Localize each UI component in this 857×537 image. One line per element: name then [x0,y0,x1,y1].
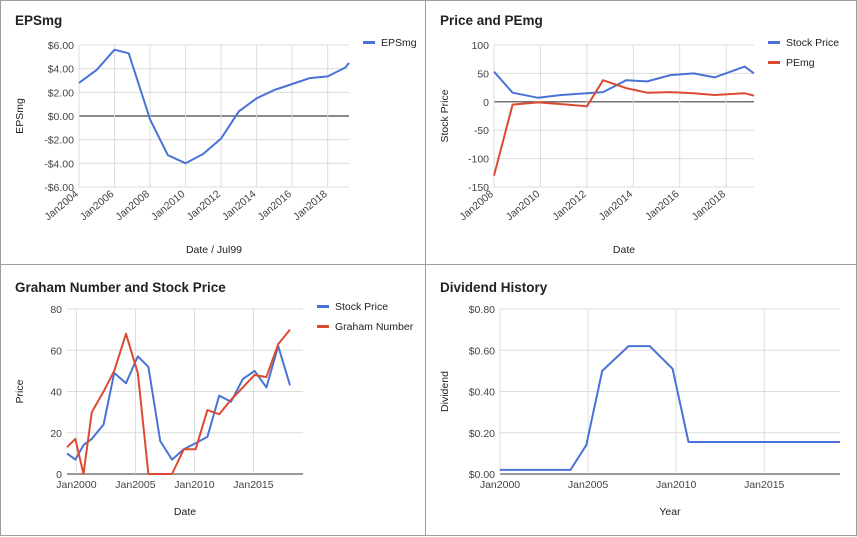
x-tick-label: Jan2010 [656,479,696,491]
x-tick-label: Jan2014 [597,188,636,223]
chart-title: Graham Number and Stock Price [15,280,226,295]
y-tick-label: $2.00 [48,87,74,99]
y-axis-title: Stock Price [439,89,451,142]
x-tick-label: Jan2015 [233,479,273,491]
x-tick-label: Jan2005 [115,479,155,491]
y-tick-label: 20 [50,428,62,440]
x-axis-title: Year [659,506,681,518]
x-tick-label: Jan2018 [689,188,728,223]
y-tick-label: $0.00 [48,111,74,123]
y-tick-label: 0 [56,469,62,481]
x-tick-label: Jan2000 [480,479,520,491]
graham-chart-svg: Graham Number and Stock Price806040200Ja… [14,280,414,518]
x-axis-title: Date / Jul99 [186,244,242,256]
x-tick-label: Jan2005 [568,479,608,491]
legend-label: Graham Number [335,321,414,333]
chart-title: Dividend History [440,280,548,295]
legend-label: PEmg [786,57,815,69]
y-tick-label: 0 [483,97,489,109]
y-tick-label: $0.00 [469,469,495,481]
series-line-stock-price [493,65,755,99]
chart-title: EPSmg [15,13,62,28]
x-tick-label: Jan2012 [550,188,589,223]
y-axis-title: EPSmg [14,98,26,134]
y-tick-label: -50 [474,125,489,137]
x-tick-label: Jan2014 [220,188,259,223]
y-tick-label: $6.00 [48,40,74,52]
y-tick-label: $4.00 [48,64,74,76]
legend-swatch [768,41,780,44]
y-tick-label: 80 [50,304,62,316]
y-tick-label: 50 [477,68,489,80]
x-tick-label: Jan2010 [504,188,543,223]
chart-title: Price and PEmg [440,13,543,28]
legend-label: Stock Price [335,301,388,313]
y-axis-title: Dividend [439,371,451,412]
y-tick-label: 40 [50,387,62,399]
x-axis-title: Date [613,244,635,256]
x-tick-label: Jan2006 [78,188,117,223]
y-tick-label: 60 [50,345,62,357]
x-tick-label: Jan2016 [643,188,682,223]
x-tick-label: Jan2010 [174,479,214,491]
y-tick-label: -$2.00 [44,135,74,147]
x-tick-label: Jan2016 [256,188,295,223]
x-tick-label: Jan2010 [149,188,188,223]
dividend-chart-svg: Dividend History $0.80 $0.60 $0.40 $0.20 $0.0… [439,280,840,518]
price-pe-chart-panel: Price and PEmg 100 50 0 -50 -100 -150 Jan2008 Ja… [425,0,857,266]
legend-swatch [768,61,780,64]
eps-chart-svg: EPSmg $6.00 $4.00 $2.00 $0.00 -$2.00 -$4.00 -$6… [14,13,417,256]
y-tick-label: $0.60 [469,345,495,357]
series-line-graham-number [66,328,291,475]
x-tick-label: Jan2008 [113,188,152,223]
y-tick-label: $0.40 [469,387,495,399]
y-tick-label: -100 [468,154,489,166]
y-tick-label: -$6.00 [44,182,74,194]
x-tick-label: Jan2018 [291,188,330,223]
y-tick-label: 100 [471,40,489,52]
series-line-pemg [493,79,755,176]
eps-chart-panel: EPSmg $6.00 $4.00 $2.00 $0.00 -$2.00 -$4.00 -$6… [0,0,428,266]
x-tick-label: Jan2000 [56,479,96,491]
x-tick-label: Jan2012 [184,188,223,223]
graham-chart-panel: Graham Number and Stock Price 80 60 40 20 0 Ja… [0,264,428,536]
series-line-dividend [500,345,840,471]
y-tick-label: -150 [468,182,489,194]
legend-label: Stock Price [786,37,839,49]
legend-swatch [317,305,329,308]
y-axis-title: Price [14,379,26,403]
x-tick-label: Jan2015 [744,479,784,491]
y-tick-label: $0.20 [469,428,495,440]
series-line-stock-price [66,345,291,461]
y-tick-label: -$4.00 [44,158,74,170]
legend-swatch [317,325,329,328]
series-line-epsmg [78,48,350,165]
dividend-chart-panel: Dividend History $0.80 $0.60 $0.40 $0.20 $0.0… [425,264,857,536]
y-tick-label: $0.80 [469,304,495,316]
legend-swatch [363,41,375,44]
legend-label: EPSmg [381,37,417,49]
x-axis-title: Date [174,506,196,518]
